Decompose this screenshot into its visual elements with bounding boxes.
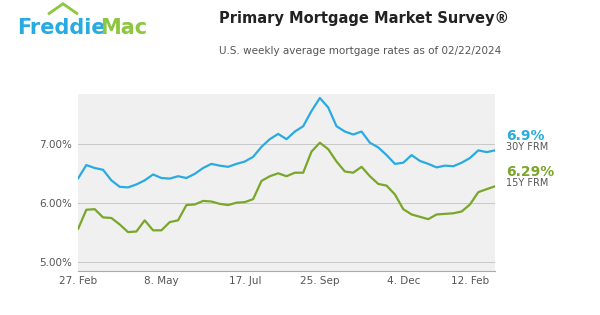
Text: 15Y FRM: 15Y FRM (506, 178, 548, 188)
Text: 6.29%: 6.29% (506, 165, 554, 179)
Text: 30Y FRM: 30Y FRM (506, 142, 548, 152)
Text: Primary Mortgage Market Survey®: Primary Mortgage Market Survey® (219, 11, 509, 26)
Text: Freddie: Freddie (17, 18, 106, 38)
Text: Mac: Mac (100, 18, 148, 38)
Text: 6.9%: 6.9% (506, 129, 544, 143)
Text: U.S. weekly average mortgage rates as of 02/22/2024: U.S. weekly average mortgage rates as of… (219, 46, 501, 56)
